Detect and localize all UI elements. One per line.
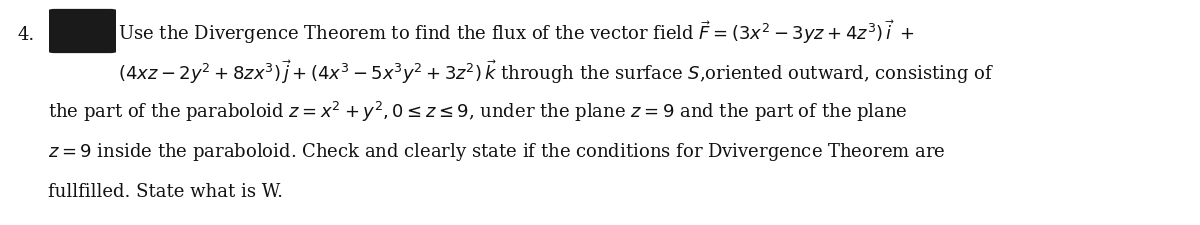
FancyBboxPatch shape (49, 9, 116, 53)
Text: the part of the paraboloid $z = x^2 + y^2, 0 \leq z \leq 9$, under the plane $z : the part of the paraboloid $z = x^2 + y^… (48, 100, 908, 124)
Text: $z = 9$ inside the paraboloid. Check and clearly state if the conditions for Dvi: $z = 9$ inside the paraboloid. Check and… (48, 141, 946, 163)
Text: fullfilled. State what is W.: fullfilled. State what is W. (48, 183, 283, 201)
Text: 4.: 4. (18, 26, 35, 44)
Text: $(4xz - 2y^2 + 8zx^3)\,\vec{j} + (4x^3 - 5x^3y^2 + 3z^2)\,\vec{k}$ through the s: $(4xz - 2y^2 + 8zx^3)\,\vec{j} + (4x^3 -… (118, 58, 994, 86)
Text: Use the Divergence Theorem to find the flux of the vector field $\vec{F} = (3x^2: Use the Divergence Theorem to find the f… (118, 18, 914, 46)
